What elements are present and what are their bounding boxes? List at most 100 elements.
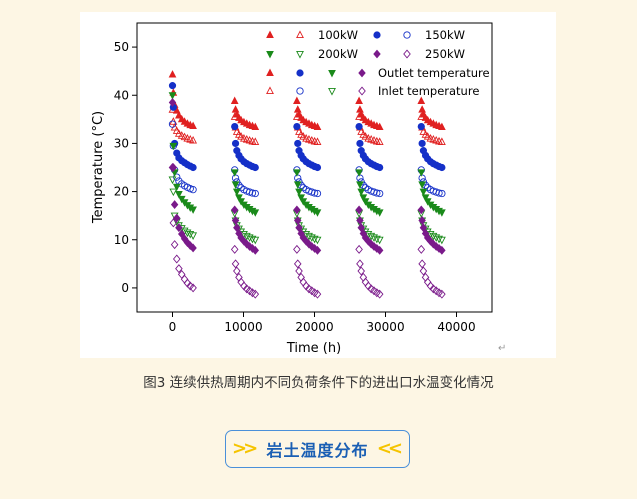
point-250kw-outlet — [230, 205, 239, 215]
point-250kw-inlet — [356, 259, 364, 269]
point-100kw-outlet — [355, 96, 363, 104]
point-200kw-inlet — [364, 230, 373, 239]
point-250kw-inlet — [189, 283, 197, 293]
point-250kw-outlet — [417, 205, 426, 215]
point-200kw-inlet — [168, 176, 177, 185]
point-150kw-outlet — [231, 139, 240, 148]
point-250kw-inlet — [423, 277, 432, 287]
point-150kw-inlet — [248, 189, 257, 197]
return-mark: ↵ — [498, 343, 507, 354]
section-heading-button[interactable]: >> 岩土温度分布 << — [225, 430, 410, 468]
point-150kw-inlet — [189, 186, 197, 194]
point-250kw-inlet — [233, 266, 241, 276]
point-200kw-outlet — [421, 194, 430, 202]
legend-label-200kw: 200kW — [318, 47, 358, 61]
point-250kw-inlet — [419, 266, 428, 276]
point-150kw-inlet — [313, 189, 322, 198]
point-200kw-inlet — [375, 236, 384, 245]
point-150kw-inlet — [435, 189, 443, 197]
point-100kw-inlet — [313, 137, 322, 145]
point-250kw-outlet — [438, 245, 446, 255]
point-250kw-outlet — [313, 245, 322, 255]
point-200kw-outlet — [356, 181, 364, 189]
legend-inlet-marker — [328, 87, 336, 96]
chevron-right-icon: >> — [232, 438, 258, 459]
point-200kw-outlet — [357, 188, 366, 197]
point-200kw-inlet — [370, 234, 378, 242]
legend-inlet-marker — [266, 86, 274, 95]
point-250kw-outlet — [170, 200, 179, 210]
point-250kw-inlet — [169, 218, 178, 228]
point-250kw-outlet — [189, 243, 197, 253]
point-200kw-outlet — [293, 169, 301, 177]
point-100kw-outlet — [417, 96, 426, 104]
point-250kw-inlet — [180, 274, 189, 284]
point-100kw-outlet — [356, 105, 364, 113]
point-200kw-outlet — [313, 209, 322, 217]
x-tick-label: 20000 — [295, 320, 333, 334]
point-250kw-inlet — [237, 277, 245, 287]
point-150kw-inlet — [373, 189, 381, 197]
point-250kw-outlet — [357, 223, 365, 233]
point-250kw-inlet — [293, 259, 302, 269]
legend-outlet-marker — [266, 68, 274, 76]
point-250kw-outlet — [293, 205, 301, 215]
point-200kw-inlet — [435, 235, 443, 244]
point-200kw-inlet — [248, 235, 257, 244]
point-200kw-inlet — [432, 234, 441, 242]
point-250kw-outlet — [231, 216, 240, 225]
point-100kw-inlet — [355, 112, 364, 120]
point-200kw-inlet — [310, 235, 319, 244]
point-200kw-outlet — [295, 188, 303, 197]
point-200kw-inlet — [239, 230, 248, 239]
point-250kw-inlet — [355, 244, 363, 254]
legend-100kw-inlet-marker — [296, 30, 304, 39]
point-100kw-inlet — [361, 132, 370, 140]
point-100kw-inlet — [375, 137, 384, 145]
point-150kw-inlet — [376, 189, 384, 198]
point-200kw-inlet — [367, 232, 376, 241]
point-250kw-outlet — [233, 223, 241, 233]
legend-label-100kw: 100kW — [318, 28, 358, 42]
point-200kw-inlet — [186, 230, 195, 239]
legend-outlet-marker — [296, 69, 304, 77]
point-250kw-outlet — [168, 98, 177, 107]
point-200kw-outlet — [189, 206, 197, 214]
point-200kw-inlet — [313, 236, 322, 245]
point-200kw-inlet — [426, 230, 435, 239]
point-250kw-outlet — [251, 245, 260, 255]
point-100kw-inlet — [174, 129, 183, 137]
y-tick-label: 40 — [114, 88, 129, 102]
y-tick-label: 0 — [121, 281, 129, 295]
point-250kw-inlet — [418, 259, 426, 269]
point-100kw-outlet — [230, 96, 239, 104]
point-200kw-inlet — [307, 234, 316, 242]
x-axis-label: Time (h) — [286, 341, 341, 356]
point-250kw-inlet — [417, 244, 426, 254]
point-100kw-inlet — [251, 137, 260, 145]
point-250kw-outlet — [375, 245, 384, 255]
chart-figure: 0 10000 20000 30000 40000 0 10 20 30 40 50 100kW 15… — [80, 12, 556, 358]
point-200kw-inlet — [372, 235, 381, 244]
point-250kw-inlet — [168, 163, 177, 172]
point-150kw-inlet — [168, 120, 177, 128]
point-200kw-inlet — [305, 232, 313, 241]
point-250kw-inlet — [251, 289, 260, 299]
point-250kw-outlet — [169, 163, 178, 172]
point-250kw-outlet — [355, 205, 363, 215]
point-250kw-inlet — [313, 289, 322, 299]
point-150kw-outlet — [355, 122, 363, 131]
point-200kw-inlet — [437, 236, 446, 245]
y-tick-label: 30 — [114, 136, 129, 150]
point-100kw-outlet — [418, 105, 426, 113]
legend-150kw-inlet-marker — [403, 31, 411, 39]
point-200kw-outlet — [297, 194, 306, 202]
point-100kw-inlet — [423, 132, 432, 140]
point-100kw-inlet — [292, 112, 301, 120]
point-150kw-inlet — [438, 189, 446, 198]
point-200kw-outlet — [417, 169, 426, 177]
temperature-chart: 0 10000 20000 30000 40000 0 10 20 30 40 50 100kW 15… — [91, 22, 493, 356]
point-200kw-inlet — [251, 236, 260, 245]
point-200kw-inlet — [429, 232, 438, 241]
point-250kw-outlet — [295, 223, 303, 233]
